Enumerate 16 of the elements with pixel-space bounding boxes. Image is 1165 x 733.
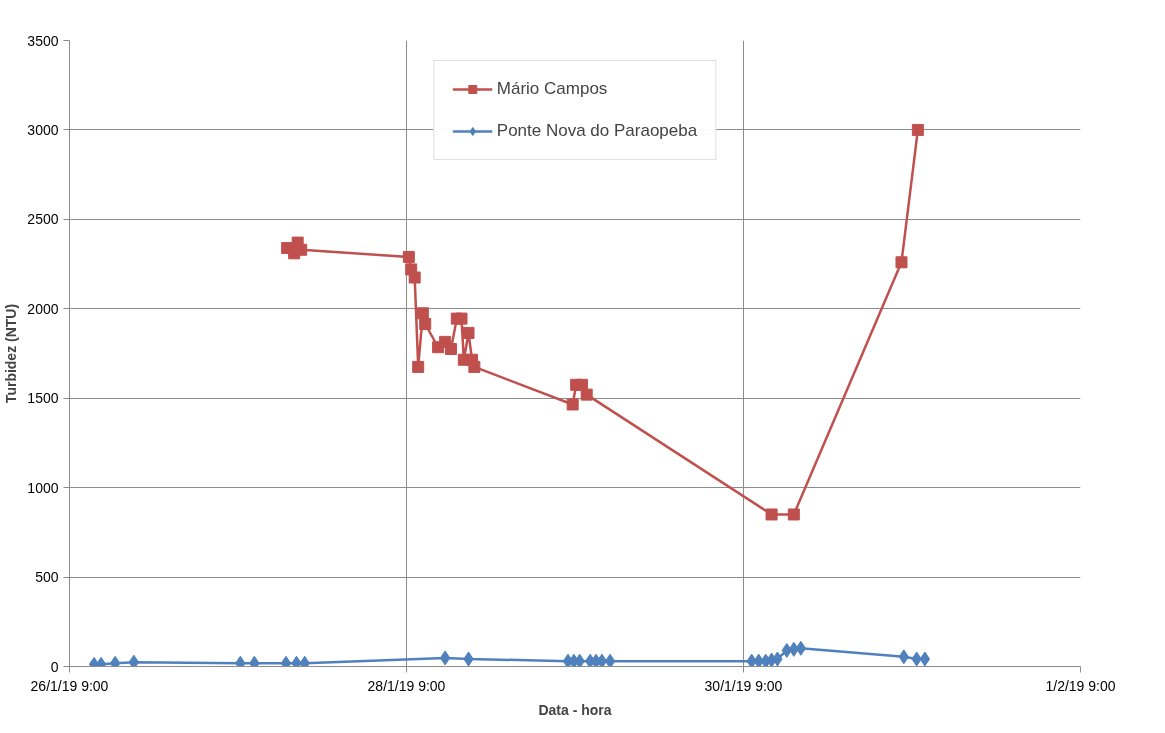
x-tick-label: 30/1/19 9:00 <box>704 677 783 694</box>
legend-label: Ponte Nova do Paraopeba <box>496 121 698 141</box>
y-tick-label: 1500 <box>27 390 59 407</box>
y-tick-label: 3000 <box>27 121 59 138</box>
y-tick-label: 2000 <box>27 300 59 317</box>
y-tick-label: 2500 <box>27 211 59 228</box>
x-tick-label: 1/2/19 9:00 <box>1045 677 1116 694</box>
y-tick-label: 3500 <box>27 32 59 49</box>
x-axis-title: Data - hora <box>538 701 612 718</box>
y-tick-label: 0 <box>50 658 59 675</box>
x-tick-label: 26/1/19 9:00 <box>30 677 109 694</box>
y-axis-title: Turbidez (NTU) <box>3 303 20 404</box>
y-tick-label: 500 <box>35 569 59 586</box>
legend-label: Mário Campos <box>496 79 608 99</box>
y-tick-label: 1000 <box>27 479 59 496</box>
x-tick-label: 28/1/19 9:00 <box>367 677 446 694</box>
